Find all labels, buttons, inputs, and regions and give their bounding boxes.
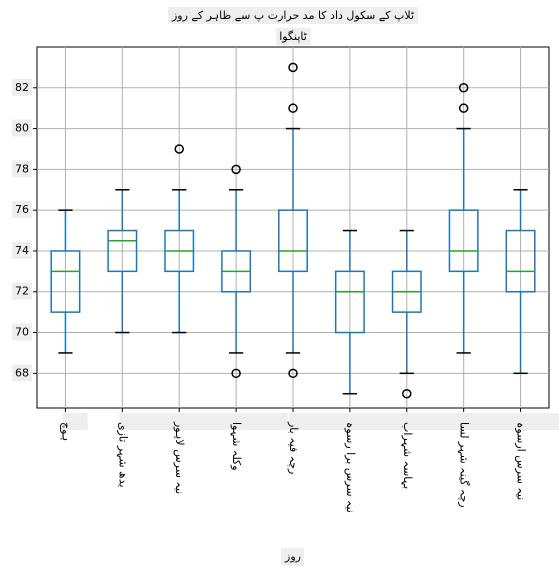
chart-subtitle: ٹاپنگوا bbox=[279, 30, 308, 43]
x-tick-label: بدھ شہر تازی bbox=[116, 422, 129, 488]
label-background bbox=[12, 323, 32, 341]
x-tick-label: رچہ فیہ بار bbox=[287, 421, 300, 474]
x-tick-label: ہوچ bbox=[59, 422, 72, 441]
flier bbox=[288, 368, 298, 379]
y-tick-label: 74 bbox=[15, 244, 29, 257]
label-background bbox=[167, 7, 418, 24]
flier bbox=[231, 164, 241, 175]
label-background bbox=[12, 282, 32, 300]
x-tick-label: وکلہ شہوا bbox=[230, 422, 243, 471]
flier bbox=[174, 144, 184, 154]
label-background bbox=[403, 413, 477, 430]
flier bbox=[458, 103, 469, 113]
x-axis-label: روز bbox=[284, 550, 301, 563]
box bbox=[50, 250, 81, 313]
y-tick-label: 78 bbox=[15, 162, 29, 175]
label-background bbox=[12, 160, 32, 178]
y-tick-label: 76 bbox=[15, 203, 29, 216]
box bbox=[334, 270, 365, 334]
label-background bbox=[12, 364, 32, 382]
label-background bbox=[12, 241, 32, 259]
flier bbox=[458, 83, 469, 93]
flier bbox=[402, 388, 412, 399]
label-background bbox=[12, 201, 32, 219]
label-background bbox=[12, 119, 32, 137]
x-tick-label: بہاسہ شہراب bbox=[401, 422, 414, 489]
label-background bbox=[233, 413, 288, 430]
flier bbox=[231, 368, 241, 379]
label-background bbox=[12, 78, 32, 96]
label-background bbox=[119, 413, 191, 430]
label-background bbox=[289, 413, 349, 430]
box bbox=[107, 229, 138, 273]
label-background bbox=[517, 413, 559, 430]
label-background bbox=[281, 548, 304, 565]
label-background bbox=[276, 28, 311, 45]
x-tick-label: نیہ سرس ارسوہ bbox=[515, 422, 528, 500]
y-tick-label: 68 bbox=[15, 366, 29, 379]
x-tick-label: رچہ گینہ شہر لسا bbox=[458, 422, 471, 508]
y-tick-label: 80 bbox=[15, 122, 29, 135]
chart-title: ٹلاپ کے سکول داد کا مد حرارت پ سے ظاہر ک… bbox=[171, 9, 415, 22]
x-tick-label: نیہ سرس لاہور bbox=[173, 421, 186, 494]
box bbox=[448, 209, 479, 273]
flier bbox=[288, 103, 298, 113]
box bbox=[278, 209, 308, 273]
x-tick-label: نیہ سرس برا رسوہ bbox=[344, 422, 357, 513]
flier bbox=[288, 62, 298, 73]
y-tick-label: 82 bbox=[15, 81, 29, 94]
box bbox=[505, 229, 536, 293]
y-tick-label: 72 bbox=[15, 285, 29, 298]
label-background bbox=[62, 413, 88, 430]
y-tick-label: 70 bbox=[15, 326, 29, 339]
